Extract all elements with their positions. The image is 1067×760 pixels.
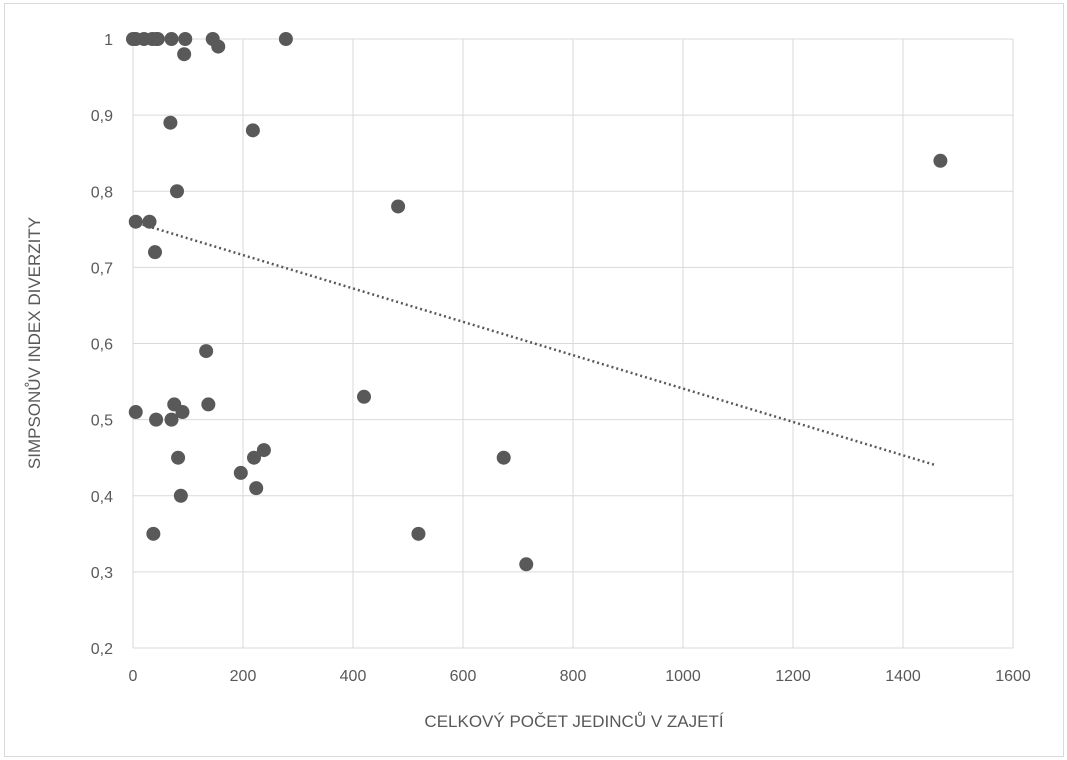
data-point	[173, 488, 188, 503]
data-point	[247, 450, 261, 465]
data-point	[171, 450, 186, 465]
data-point	[411, 526, 426, 541]
data-point	[519, 557, 534, 572]
data-point	[496, 450, 511, 465]
data-point	[211, 39, 226, 54]
x-tick-label: 0	[129, 668, 138, 685]
y-tick-labels: 0,2 0,3 0,4 0,5 0,6 0,7 0,8 0,9 1	[91, 32, 113, 658]
x-tick-label: 1000	[665, 668, 701, 685]
x-tick-label: 600	[450, 668, 477, 685]
data-point	[278, 32, 293, 46]
data-point	[256, 443, 271, 458]
y-tick-label: 0,5	[91, 413, 113, 430]
data-point	[391, 199, 406, 214]
y-tick-label: 0,7	[91, 260, 113, 277]
y-tick-label: 0,8	[91, 184, 113, 201]
y-tick-label: 0,6	[91, 337, 113, 354]
data-point	[199, 344, 214, 359]
x-tick-label: 800	[560, 668, 587, 685]
y-tick-label: 0,3	[91, 565, 113, 582]
data-point	[245, 123, 260, 138]
data-point	[163, 115, 178, 130]
chart-frame	[4, 3, 1064, 757]
x-tick-label: 1200	[775, 668, 811, 685]
data-point	[164, 32, 179, 46]
y-tick-label: 0,9	[91, 108, 113, 125]
data-point	[175, 405, 190, 420]
x-tick-label: 200	[230, 668, 257, 685]
data-point	[170, 184, 184, 199]
y-tick-label: 0,2	[91, 641, 113, 658]
data-point	[150, 32, 165, 46]
data-point	[128, 405, 143, 420]
y-axis-title: SIMPSONŮV INDEX DIVERZITY	[25, 217, 44, 469]
data-point	[164, 412, 179, 427]
x-tick-label: 1400	[885, 668, 921, 685]
x-tick-labels: 0 200 400 600 800 1000 1200 1400 1600	[129, 668, 1031, 685]
data-point	[201, 397, 216, 412]
data-point	[146, 526, 161, 541]
data-point	[233, 465, 248, 480]
data-point	[178, 32, 193, 46]
y-tick-label: 1	[104, 32, 113, 49]
data-point	[933, 153, 948, 168]
data-point	[128, 214, 143, 229]
x-tick-label: 400	[340, 668, 367, 685]
data-point	[148, 245, 162, 260]
data-point	[177, 47, 192, 62]
x-tick-label: 1600	[995, 668, 1031, 685]
y-tick-label: 0,4	[91, 489, 113, 506]
gridlines	[132, 38, 1014, 649]
data-point	[149, 412, 164, 427]
data-point	[142, 214, 157, 229]
x-axis-title: CELKOVÝ POČET JEDINCŮ V ZAJETÍ	[424, 712, 723, 731]
data-point	[357, 389, 371, 404]
data-points	[126, 32, 948, 572]
data-point	[249, 481, 264, 496]
